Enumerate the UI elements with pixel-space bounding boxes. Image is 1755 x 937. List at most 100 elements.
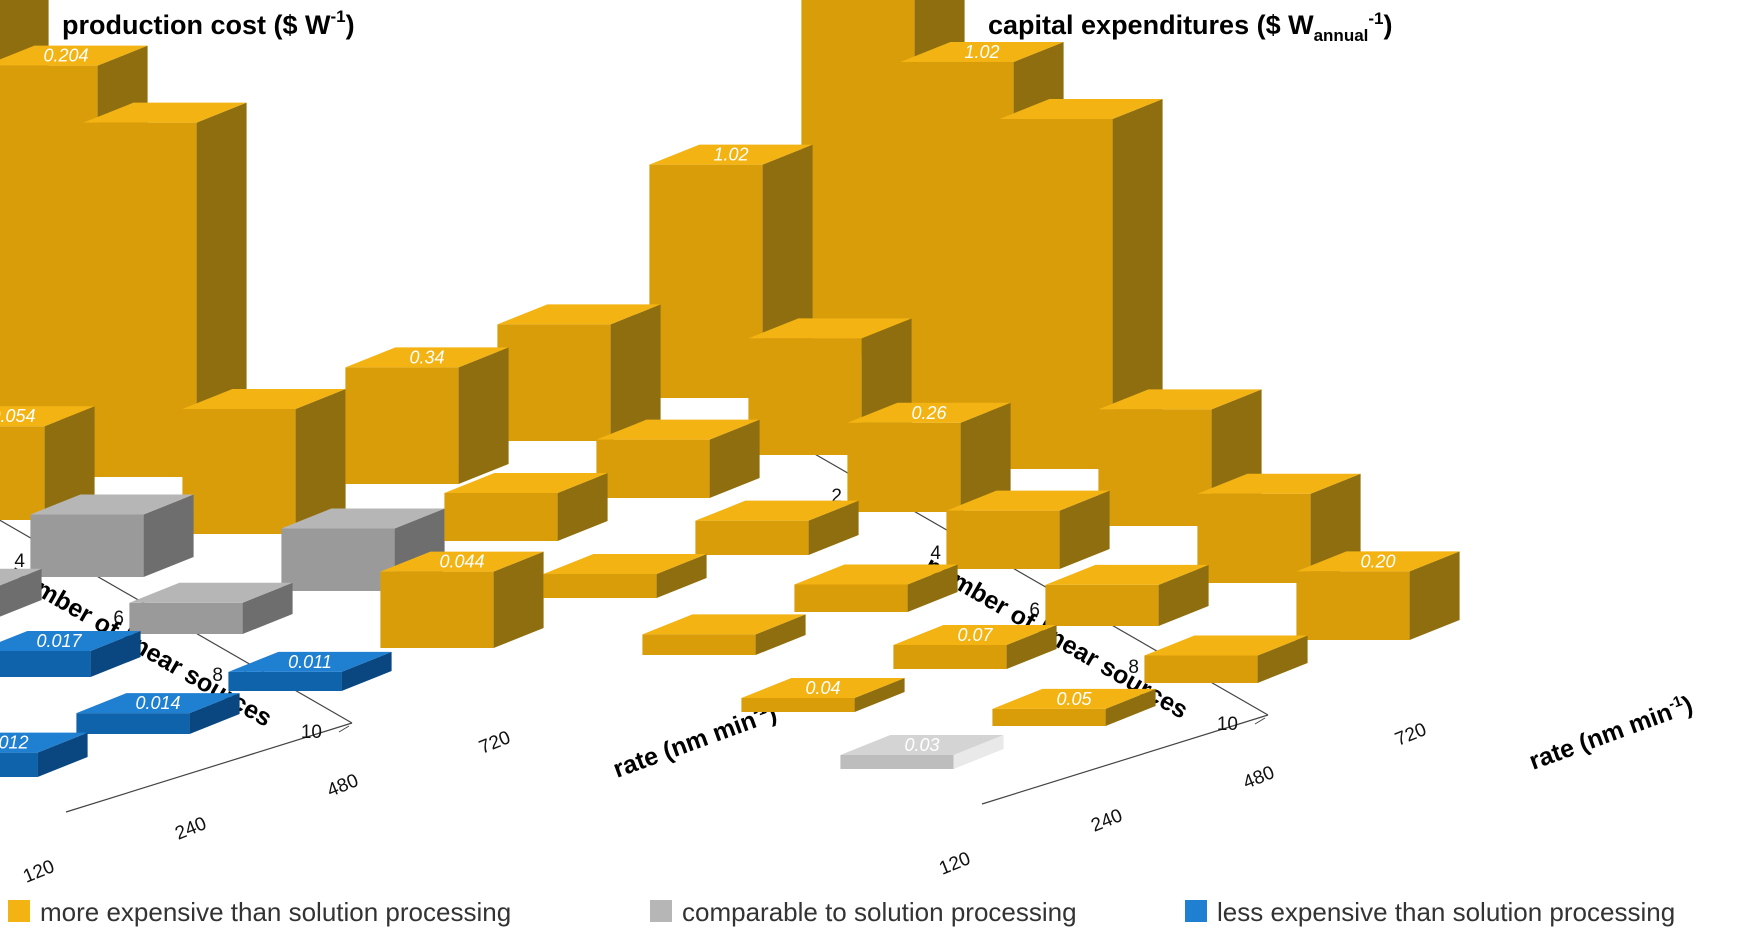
bar-front-face	[748, 338, 862, 455]
bar-top-face	[1045, 564, 1209, 585]
sources-tick-label: 8	[1128, 657, 1139, 678]
bar-front-face	[1197, 493, 1311, 583]
bar-side-face	[90, 630, 141, 677]
bar-front-face	[444, 492, 558, 541]
capital-expenditures-chart: capital expenditures ($ Wannual-1)124681…	[345, 0, 1696, 880]
sources-tick-label: 4	[930, 543, 941, 564]
legend-item-comparable: comparable to solution processing	[650, 897, 1077, 927]
rate-tick-label: 720	[1392, 719, 1429, 750]
bar-8-sources-240: 0.017	[0, 630, 141, 677]
chart-title: production cost ($ W-1)	[62, 7, 355, 40]
bar-value-label: 0.044	[439, 552, 484, 572]
bar-4-sources-480: 0.26	[847, 402, 1011, 512]
sources-tick-label: 2	[831, 486, 842, 507]
rate-tick-label: 720	[476, 727, 513, 758]
bar-6-sources-120	[642, 614, 806, 655]
bar-front-face	[741, 698, 855, 712]
bar-front-face	[497, 324, 611, 441]
bar-value-label: 0.012	[0, 733, 29, 753]
bar-side-face	[960, 402, 1011, 512]
bar-value-label: 0.07	[957, 625, 993, 645]
bar-value-label: 0.05	[1056, 689, 1092, 709]
bar-10-sources-720: 0.044	[380, 551, 544, 648]
bar-front-face	[76, 713, 190, 734]
bar-front-face	[642, 634, 756, 655]
bar-front-face	[1098, 409, 1212, 526]
bar-side-face	[656, 553, 707, 598]
rate-axis-line	[65, 722, 353, 813]
bar-side-face	[709, 419, 760, 498]
bar-front-face	[893, 644, 1007, 669]
bar-front-face	[596, 439, 710, 498]
bar-side-face	[557, 472, 608, 541]
bar-front-face	[999, 119, 1113, 469]
legend-label: less expensive than solution processing	[1217, 897, 1675, 927]
bar-front-face	[695, 520, 809, 555]
bar-top-face	[1296, 551, 1460, 572]
legend-swatch	[8, 900, 30, 922]
bar-value-label: 1.02	[964, 42, 999, 62]
bar-top-face	[76, 693, 240, 714]
bar-10-sources-240: 0.05	[992, 688, 1156, 726]
bar-top-face	[182, 388, 346, 409]
bar-front-face	[281, 528, 395, 591]
bar-1-sources-240	[497, 304, 661, 441]
bar-top-face	[748, 318, 912, 339]
legend-item-less: less expensive than solution processing	[1185, 897, 1675, 927]
bar-side-face	[610, 304, 661, 441]
bar-side-face	[242, 582, 293, 634]
bar-side-face	[1112, 99, 1163, 469]
bar-10-sources-480	[1144, 635, 1308, 683]
bar-side-face	[458, 347, 509, 484]
bar-top-face	[0, 630, 141, 651]
bar-value-label: 0.20	[1360, 551, 1395, 571]
bar-front-face	[543, 573, 657, 598]
bar-top-face	[649, 144, 813, 165]
bar-front-face	[794, 584, 908, 612]
sources-tick	[338, 725, 350, 733]
bar-6-sources-480	[30, 494, 194, 577]
bar-side-face	[0, 568, 42, 617]
bar-top-face	[228, 651, 392, 672]
bar-front-face	[380, 571, 494, 648]
bar-side-face	[1006, 624, 1057, 669]
chart-title: capital expenditures ($ Wannual-1)	[988, 9, 1393, 45]
bar-6-sources-480	[946, 490, 1110, 569]
bar-top-face	[0, 45, 148, 66]
legend-item-more: more expensive than solution processing	[8, 897, 511, 927]
bar-top-face	[999, 99, 1163, 119]
rate-tick-label: 240	[172, 813, 209, 844]
legend-swatch	[1185, 900, 1207, 922]
bar-front-face	[1045, 584, 1159, 626]
bar-value-label: 0.014	[135, 693, 180, 713]
bar-top-face	[794, 564, 958, 585]
bar-value-label: 0.03	[904, 735, 939, 755]
bar-10-sources-120: 0.03	[840, 735, 1004, 769]
bar-side-face	[808, 500, 859, 555]
bar-top-face	[444, 472, 608, 493]
bar-side-face	[755, 614, 806, 655]
bar-value-label: 0.04	[805, 678, 840, 698]
bar-front-face	[649, 164, 763, 398]
rate-axis-label: rate (nm min-1)	[1525, 690, 1696, 776]
bar-value-label: 0.34	[409, 347, 444, 367]
bar-value-label: 1.02	[713, 145, 748, 165]
bar-1-sources-120: 0.34	[345, 347, 509, 484]
bar-side-face	[907, 564, 958, 612]
bar-front-face	[0, 752, 38, 777]
bar-side-face	[1257, 635, 1308, 683]
bar-side-face	[341, 651, 392, 691]
sources-tick-label: 4	[14, 551, 25, 572]
bar-side-face	[37, 732, 88, 777]
bar-10-sources-480: 0.011	[228, 651, 392, 691]
bar-front-face	[345, 367, 459, 484]
bar-front-face	[0, 650, 91, 677]
bar-front-face	[0, 65, 98, 420]
bar-top-face	[840, 735, 1004, 755]
rate-tick-label: 480	[1240, 762, 1277, 793]
legend-swatch	[650, 900, 672, 922]
bar-side-face	[295, 388, 346, 534]
bar-side-face	[1409, 551, 1460, 640]
bar-8-sources-480	[129, 582, 293, 634]
